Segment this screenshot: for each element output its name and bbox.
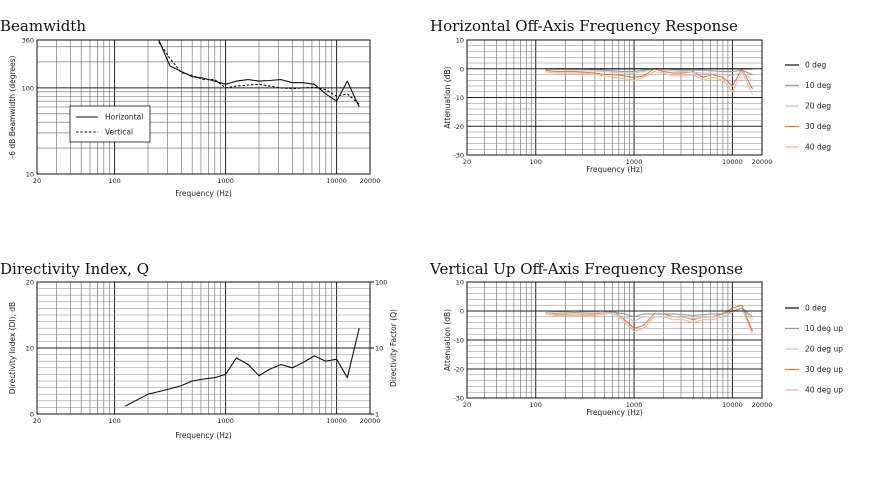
chart-title-horizontal-off-axis: Horizontal Off-Axis Frequency Response [430,17,738,35]
y-tick-label: 100 [22,84,34,92]
legend-label: 30 deg up [805,365,843,374]
y-tick-label: -10 [453,94,464,102]
y-axis-label: Attenuation (dB) [443,309,452,371]
x-axis-label: Frequency (Hz) [586,165,643,174]
series-line-di [125,328,360,407]
x-tick-label: 20000 [360,177,381,185]
series-line-20-deg-up [545,307,753,322]
x-axis-label: Frequency (Hz) [586,408,643,417]
plot-frame [466,39,763,156]
x-tick-label: 20000 [360,417,381,425]
x-axis-label: Frequency (Hz) [175,431,232,440]
y-tick-label: 0 [460,308,464,316]
y2-axis-label: Directivity Factor (Q) [389,309,398,387]
x-tick-label: 20 [33,417,41,425]
y-tick-label: 10 [26,345,34,353]
x-tick-label: 1000 [626,401,643,409]
y-tick-label: -10 [453,337,464,345]
legend-box [69,105,151,143]
x-tick-label: 100 [530,401,542,409]
legend-label: 40 deg [805,143,831,152]
series-line-30-deg [545,68,753,90]
y-tick-label: 360 [22,37,34,45]
legend-label: 10 deg up [805,324,843,333]
y-tick-label: -30 [453,395,464,403]
x-axis-label: Frequency (Hz) [175,189,232,198]
plot-frame [466,281,763,399]
y-axis-label: Directivity Index (DI), dB [8,302,17,394]
x-tick-label: 10000 [326,417,347,425]
chart-title-beamwidth: Beamwidth [0,17,86,35]
y2-tick-label: 1 [375,411,379,419]
x-tick-label: 20000 [752,158,773,166]
x-tick-label: 100 [530,158,542,166]
y-tick-label: 10 [456,37,464,45]
plot-frame [36,39,371,175]
chart-title-directivity: Directivity Index, Q [0,260,149,278]
y-tick-label: -30 [453,152,464,160]
x-tick-label: 1000 [626,158,643,166]
y-tick-label: 10 [456,279,464,287]
legend-label: 10 deg [805,81,831,90]
x-tick-label: 1000 [217,417,234,425]
legend-label: 0 deg [805,61,827,70]
series-line-30-deg-up [545,304,754,332]
x-tick-label: 100 [108,177,120,185]
x-tick-label: 20 [33,177,41,185]
x-tick-label: 100 [108,417,120,425]
series-line-40-deg [545,71,753,95]
y-tick-label: 0 [30,411,34,419]
y2-tick-label: 100 [375,279,387,287]
legend-label: 0 deg [805,304,827,313]
series-line-horizontal [158,39,360,108]
legend-label: Vertical [105,128,133,137]
legend-label: 30 deg [805,122,831,131]
y-tick-label: -20 [453,123,464,131]
chart-title-vertical-up-off-axis: Vertical Up Off-Axis Frequency Response [430,260,743,278]
y-axis-label: Attenuation (dB) [443,66,452,128]
x-tick-label: 10000 [326,177,347,185]
series-line-vertical [158,41,360,105]
x-tick-label: 20000 [752,401,773,409]
x-tick-label: 20 [463,401,471,409]
y-axis-label: -6 dB Beamwidth (degrees) [8,55,17,158]
legend-label: 20 deg up [805,345,843,354]
legend-label: Horizontal [105,113,143,122]
series-line-20-deg [545,68,753,81]
x-tick-label: 20 [463,158,471,166]
y-tick-label: 10 [26,171,34,179]
x-tick-label: 10000 [722,401,743,409]
y-tick-label: 20 [26,279,34,287]
x-tick-label: 1000 [217,177,234,185]
legend-label: 20 deg [805,102,831,111]
y-tick-label: -20 [453,366,464,374]
legend-label: 40 deg up [805,386,843,395]
x-tick-label: 10000 [722,158,743,166]
y2-tick-label: 10 [375,345,383,353]
y-tick-label: 0 [460,65,464,73]
